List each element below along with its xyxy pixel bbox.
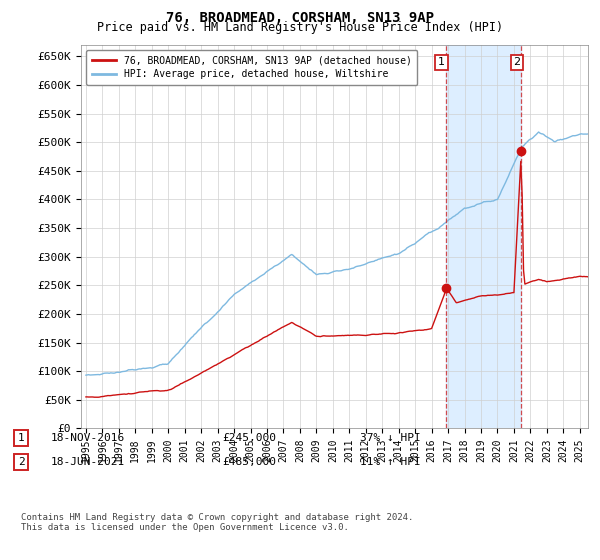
- Text: Price paid vs. HM Land Registry's House Price Index (HPI): Price paid vs. HM Land Registry's House …: [97, 21, 503, 34]
- Legend: 76, BROADMEAD, CORSHAM, SN13 9AP (detached house), HPI: Average price, detached : 76, BROADMEAD, CORSHAM, SN13 9AP (detach…: [86, 50, 418, 85]
- Text: 11% ↑ HPI: 11% ↑ HPI: [360, 457, 421, 467]
- Text: Contains HM Land Registry data © Crown copyright and database right 2024.
This d: Contains HM Land Registry data © Crown c…: [21, 512, 413, 532]
- Text: £485,000: £485,000: [222, 457, 276, 467]
- Text: 2: 2: [514, 57, 521, 67]
- Text: 76, BROADMEAD, CORSHAM, SN13 9AP: 76, BROADMEAD, CORSHAM, SN13 9AP: [166, 11, 434, 25]
- Text: 2: 2: [17, 457, 25, 467]
- Text: 1: 1: [438, 57, 445, 67]
- Bar: [446, 45, 521, 428]
- Text: £245,000: £245,000: [222, 433, 276, 443]
- Text: 18-JUN-2021: 18-JUN-2021: [51, 457, 125, 467]
- Text: 18-NOV-2016: 18-NOV-2016: [51, 433, 125, 443]
- Text: 37% ↓ HPI: 37% ↓ HPI: [360, 433, 421, 443]
- Text: 1: 1: [17, 433, 25, 443]
